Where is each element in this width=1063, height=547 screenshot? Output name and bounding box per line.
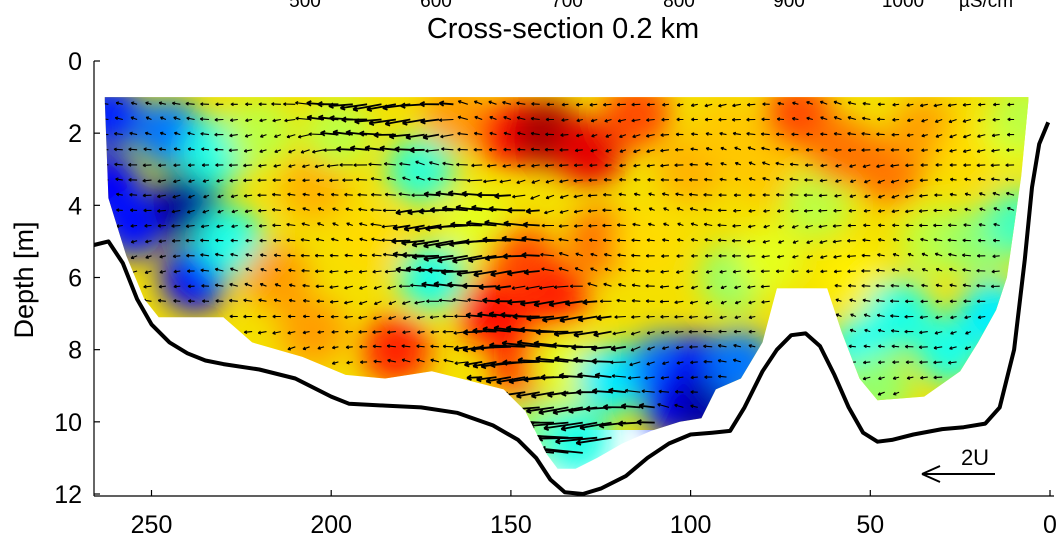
scale-arrow-label: 2U (961, 445, 989, 470)
y-tick-label: 10 (54, 409, 82, 437)
colorbar-tick: 500 (289, 0, 321, 12)
y-tick-label: 4 (68, 192, 82, 220)
field-sample (74, 81, 142, 149)
y-tick-label: 6 (68, 265, 82, 293)
colorbar-tick: 900 (773, 0, 805, 12)
colorbar-labels: 500 600 700 800 900 1000 µS/cm (289, 0, 1013, 12)
colorbar-tick: 700 (551, 0, 583, 12)
scale-arrow: 2U (922, 445, 995, 482)
x-tick-label: 100 (670, 511, 712, 539)
x-tick-label: 250 (131, 511, 173, 539)
x-tick-label: 200 (310, 511, 352, 539)
field-sample (603, 81, 671, 149)
field-sample (991, 81, 1059, 149)
velocity-vector (102, 178, 108, 181)
field-sample (736, 226, 804, 294)
field-sample (614, 207, 682, 275)
field-sample (225, 99, 293, 167)
scale-arrow-head-upper (922, 466, 940, 474)
colorbar-tick: 600 (420, 0, 452, 12)
y-tick-label: 2 (68, 120, 82, 148)
field-sample (984, 189, 1052, 257)
field-sample (707, 330, 775, 398)
y-tick-label: 0 (68, 48, 82, 76)
x-tick-label: 50 (856, 511, 884, 539)
y-tick-label: 8 (68, 337, 82, 365)
y-ticks: 0 2 4 6 8 10 12 (54, 48, 100, 509)
x-ticks: 250 200 150 100 50 0 (131, 490, 1057, 539)
colorbar-tick: 1000 (882, 0, 924, 12)
chart-title: Cross-section 0.2 km (427, 13, 699, 45)
conductivity-field (74, 81, 1058, 474)
colorbar-tick: 800 (663, 0, 695, 12)
y-tick-label: 12 (54, 481, 82, 509)
colorbar-unit: µS/cm (959, 0, 1013, 12)
x-tick-label: 0 (1043, 511, 1057, 539)
y-axis-label: Depth [m] (9, 221, 39, 338)
x-tick-label: 150 (490, 511, 532, 539)
field-sample (333, 207, 401, 275)
field-sample (362, 316, 430, 384)
scale-arrow-head-lower (922, 474, 940, 482)
